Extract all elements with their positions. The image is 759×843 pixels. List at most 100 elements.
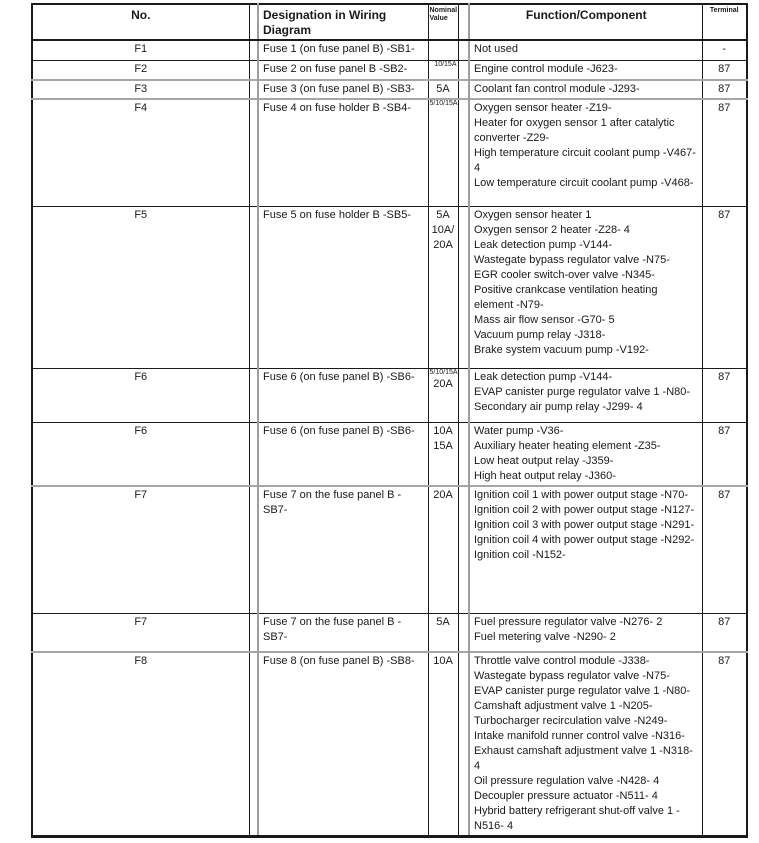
cell-terminal: 87 xyxy=(702,613,747,652)
column-divider xyxy=(249,205,259,368)
function-line: Ignition coil 3 with power output stage … xyxy=(474,518,695,531)
function-line: High heat output relay -J360- xyxy=(474,469,616,482)
header-terminal: Terminal xyxy=(702,4,747,41)
cell-designation: Fuse 4 on fuse holder B -SB4- xyxy=(258,98,429,206)
cell-function-component: Coolant fan control module -J293- xyxy=(469,79,703,99)
cell-designation: Fuse 3 (on fuse panel B) -SB3- xyxy=(258,79,429,99)
cell-function-component: Leak detection pump -V144- EVAP canister … xyxy=(469,367,703,422)
function-line: Ignition coil 2 with power output stage … xyxy=(474,503,695,516)
function-line: Throttle valve control module -J338- xyxy=(474,654,650,667)
cell-fuse-no: F5 xyxy=(32,205,250,368)
function-line: Low temperature circuit coolant pump -V4… xyxy=(474,177,694,189)
cell-function-component: Ignition coil 1 with power output stage … xyxy=(469,484,703,614)
cell-designation: Fuse 8 (on fuse panel B) -SB8- xyxy=(258,650,429,836)
cell-function-component: Oxygen sensor heater -Z19- Heater for oxy… xyxy=(469,98,703,206)
function-line: Heater for oxygen sensor 1 after catalyt… xyxy=(474,117,675,144)
function-line: Hybrid battery refrigerant shut-off valv… xyxy=(474,804,680,832)
table-row: F3 Fuse 3 (on fuse panel B) -SB3- 5A Coolan… xyxy=(32,79,747,99)
column-divider xyxy=(249,4,259,41)
cell-terminal: 87 xyxy=(702,59,747,80)
function-line: Secondary air pump relay -J299- 4 xyxy=(474,400,643,413)
cell-terminal: 87 xyxy=(702,367,747,422)
cell-function-component: Throttle valve control module -J338- Wast… xyxy=(469,650,703,836)
cell-terminal: 87 xyxy=(702,98,747,206)
cell-terminal: 87 xyxy=(702,650,747,836)
function-line: Fuel pressure regulator valve -N276- 2 xyxy=(474,616,663,628)
header-nominal-line2: Value xyxy=(429,15,448,22)
function-line: Low heat output relay -J359- xyxy=(474,454,614,467)
function-line: High temperature circuit coolant pump -V… xyxy=(474,147,696,174)
header-nominal-value: Nominal Value xyxy=(428,4,459,41)
cell-nominal-value: 10/15A xyxy=(428,59,459,80)
cell-function-component: Water pump -V36- Auxiliary heater heating… xyxy=(469,421,703,486)
cell-fuse-no: F6 xyxy=(32,367,250,422)
cell-function-component: Engine control module -J623- xyxy=(469,59,703,80)
cell-nominal-value: 20A xyxy=(428,484,459,614)
cell-designation: Fuse 1 (on fuse panel B) -SB1- xyxy=(258,39,429,60)
table-row: F6 Fuse 6 (on fuse panel B) -SB6- 10A 15A Wa… xyxy=(32,421,747,486)
cell-designation: Fuse 5 on fuse holder B -SB5- xyxy=(258,205,429,368)
header-row: No. Designation in Wiring Diagram Nomina… xyxy=(32,4,747,41)
column-divider xyxy=(249,79,259,99)
column-divider xyxy=(458,98,470,206)
nominal-value: 10A/ xyxy=(431,223,455,236)
column-divider xyxy=(458,367,470,422)
nominal-small-value: 5/10/15A xyxy=(429,368,458,376)
function-line: Leak detection pump -V144- xyxy=(474,370,613,383)
header-no: No. xyxy=(32,4,250,41)
cell-terminal: 87 xyxy=(702,79,747,99)
function-line: Wastegate bypass regulator valve -N75- xyxy=(474,669,670,682)
cell-terminal: 87 xyxy=(702,484,747,614)
cell-fuse-no: F2 xyxy=(32,59,250,80)
column-divider xyxy=(249,613,259,652)
table-row: F6 Fuse 6 (on fuse panel B) -SB6- 5/10/15A… xyxy=(32,367,747,422)
cell-fuse-no: F8 xyxy=(32,650,250,836)
column-divider xyxy=(458,4,470,41)
cell-fuse-no: F7 xyxy=(32,484,250,614)
function-line: Ignition coil 1 with power output stage … xyxy=(474,488,689,501)
function-line: Oxygen sensor 2 heater -Z28- 4 xyxy=(474,223,630,236)
cell-nominal-value: 5A 10A/20A xyxy=(428,205,459,368)
header-nominal-line1: Nominal xyxy=(429,7,458,14)
column-divider xyxy=(458,613,470,652)
column-divider xyxy=(458,650,470,836)
function-line: Auxiliary heater heating element -Z35- xyxy=(474,439,661,452)
function-line: Mass air flow sensor -G70- 5 xyxy=(474,313,615,326)
function-line: Fuel metering valve -N290- 2 xyxy=(474,631,616,643)
cell-nominal-value: 5/10/15A 20A xyxy=(428,367,459,422)
cell-function-component: Oxygen sensor heater 1 Oxygen sensor 2 he… xyxy=(469,205,703,368)
cell-designation: Fuse 2 on fuse panel B -SB2- xyxy=(258,59,429,80)
cell-designation: Fuse 7 on the fuse panel B -SB7- xyxy=(258,484,429,614)
column-divider xyxy=(458,79,470,99)
cell-nominal-value: 5/10/15A xyxy=(428,98,459,206)
column-divider xyxy=(249,421,259,486)
table-row: F7 Fuse 7 on the fuse panel B -SB7- 20A Ign… xyxy=(32,484,747,614)
header-function-component: Function/Component xyxy=(469,4,703,41)
table-row: F7 Fuse 7 on the fuse panel B -SB7- 5A Fuel… xyxy=(32,613,747,652)
function-line: Water pump -V36- xyxy=(474,424,564,437)
table-row: F2 Fuse 2 on fuse panel B -SB2- 10/15A Engi… xyxy=(32,59,747,80)
function-line: Positive crankcase ventilation heating e… xyxy=(474,283,658,311)
column-divider xyxy=(249,650,259,836)
function-line: Coolant fan control module -J293- xyxy=(474,83,640,95)
column-divider xyxy=(249,98,259,206)
function-line: Decoupler pressure actuator -N511- 4 xyxy=(474,789,658,802)
table-row: F5 Fuse 5 on fuse holder B -SB5- 5A 10A/20A… xyxy=(32,205,747,368)
column-divider xyxy=(249,39,259,60)
function-line: EGR cooler switch-over valve -N345- xyxy=(474,268,655,281)
nominal-value: 5A xyxy=(436,208,450,221)
cell-fuse-no: F3 xyxy=(32,79,250,99)
table-row: F1 Fuse 1 (on fuse panel B) -SB1- Not used… xyxy=(32,39,747,60)
cell-nominal-value: 10A xyxy=(428,650,459,836)
cell-fuse-no: F7 xyxy=(32,613,250,652)
cell-nominal-value: 10A 15A xyxy=(428,421,459,486)
cell-fuse-no: F1 xyxy=(32,39,250,60)
cell-function-component: Not used xyxy=(469,39,703,60)
function-line: EVAP canister purge regulator valve 1 -N… xyxy=(474,684,691,697)
column-divider xyxy=(458,421,470,486)
function-line: Ignition coil 4 with power output stage … xyxy=(474,533,695,546)
function-line: Camshaft adjustment valve 1 -N205- xyxy=(474,699,653,712)
function-line: Exhaust camshaft adjustment valve 1 -N31… xyxy=(474,744,693,772)
cell-function-component: Fuel pressure regulator valve -N276- 2 Fu… xyxy=(469,613,703,652)
column-divider xyxy=(458,205,470,368)
